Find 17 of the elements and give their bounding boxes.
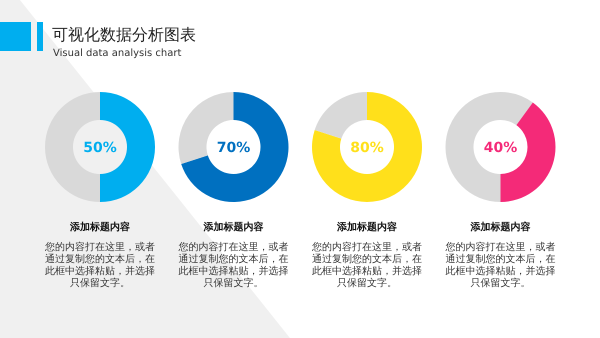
text: 您的内容打在这里，或者通过复制您的文本后，在此框中选择粘贴，并选择只保留文字。 [44, 241, 155, 289]
text: Visual data analysis chart [53, 48, 182, 59]
data-label: 80% [350, 140, 384, 156]
donut-slice [312, 92, 422, 202]
text: 添加标题内容 [69, 221, 130, 233]
text: 您的内容打在这里，或者通过复制您的文本后，在此框中选择粘贴，并选择只保留文字。 [311, 241, 422, 289]
donut-slice [314, 92, 367, 139]
data-label: 70% [216, 140, 250, 156]
text: 添加标题内容 [470, 221, 530, 233]
text: 添加标题内容 [336, 221, 397, 233]
text: 您的内容打在这里，或者通过复制您的文本后，在此框中选择粘贴，并选择只保留文字。 [444, 241, 556, 289]
data-label: 40% [484, 140, 518, 156]
text: 您的内容打在这里，或者通过复制您的文本后，在此框中选择粘贴，并选择只保留文字。 [178, 241, 288, 289]
text: 添加标题内容 [202, 221, 264, 233]
text: 可视化数据分析图表 [52, 25, 196, 44]
donut-slice [181, 92, 288, 202]
data-label: 50% [83, 140, 117, 156]
